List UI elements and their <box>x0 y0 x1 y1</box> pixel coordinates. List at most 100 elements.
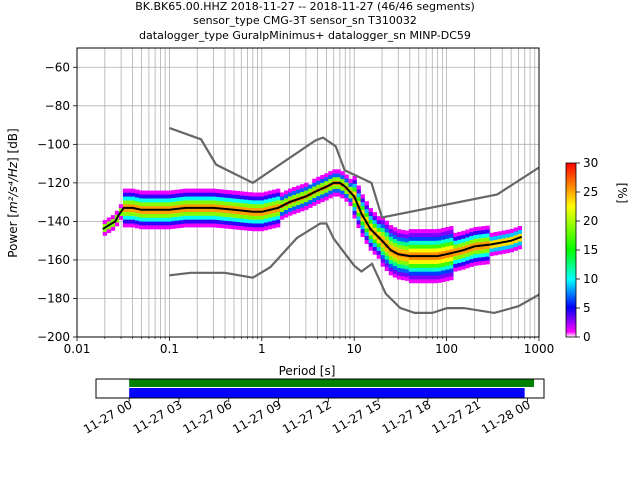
heatmap-cell <box>106 221 112 226</box>
heatmap-cell <box>352 187 357 192</box>
heatmap-cell <box>437 263 442 268</box>
heatmap-cell <box>130 200 136 205</box>
heatmap-cell <box>280 192 285 197</box>
heatmap-cell <box>122 207 128 212</box>
heatmap-cell <box>300 207 305 212</box>
heatmap-cell <box>292 190 297 195</box>
heatmap-cell <box>473 257 478 262</box>
heatmap-cell <box>159 217 164 222</box>
heatmap-cell <box>171 217 176 222</box>
heatmap-cell <box>489 236 494 241</box>
heatmap-cell <box>312 201 317 206</box>
heatmap-cell <box>328 194 333 199</box>
heatmap-cell <box>408 271 414 276</box>
heatmap-cell <box>360 202 365 207</box>
heatmap-cell <box>207 219 212 224</box>
heatmap-cell <box>159 209 164 214</box>
heatmap-cell <box>441 227 446 232</box>
heatmap-cell <box>384 220 390 225</box>
heatmap-cell <box>501 234 506 239</box>
heatmap-cell <box>469 251 474 256</box>
heatmap-cell <box>352 206 357 211</box>
psd-coverage-bar <box>129 388 525 398</box>
heatmap-cell <box>388 236 394 241</box>
y-tick-label: −180 <box>37 291 70 305</box>
heatmap-cell <box>130 219 136 224</box>
heatmap-cell <box>126 188 132 193</box>
heatmap-cell <box>396 244 402 249</box>
heatmap-cell <box>400 233 406 238</box>
heatmap-cell <box>203 207 208 212</box>
heatmap-cell <box>332 184 337 189</box>
heatmap-cell <box>203 204 208 209</box>
heatmap-cell <box>231 217 236 222</box>
heatmap-cell <box>151 221 156 226</box>
heatmap-cell <box>477 249 482 254</box>
heatmap-cell <box>191 223 196 228</box>
heatmap-cell <box>364 205 369 210</box>
heatmap-cell <box>485 225 490 230</box>
heatmap-cell <box>412 263 418 268</box>
heatmap-cell <box>348 182 353 187</box>
heatmap-cell <box>163 209 168 214</box>
heatmap-cell <box>211 204 216 209</box>
heatmap-cell <box>449 233 454 238</box>
heatmap-cell <box>106 229 112 234</box>
heatmap-cell <box>481 233 486 238</box>
heatmap-cell <box>324 177 329 182</box>
heatmap-cell <box>247 226 253 231</box>
heatmap-cell <box>352 191 357 196</box>
heatmap-cell <box>425 229 430 234</box>
heatmap-cell <box>396 236 402 241</box>
heatmap-cell <box>429 244 434 249</box>
heatmap-cell <box>227 194 232 199</box>
heatmap-cell <box>139 217 144 222</box>
heatmap-cell <box>469 232 474 237</box>
heatmap-cell <box>126 192 132 197</box>
heatmap-cell <box>130 204 136 209</box>
heatmap-cell <box>412 279 418 284</box>
heatmap-cell <box>421 279 426 284</box>
heatmap-cell <box>292 206 297 211</box>
heatmap-cell <box>360 217 365 222</box>
heatmap-cell <box>207 196 212 201</box>
heatmap-cell <box>106 225 112 230</box>
heatmap-cell <box>215 223 220 228</box>
heatmap-cell <box>199 204 204 209</box>
heatmap-cell <box>134 189 140 194</box>
heatmap-cell <box>449 253 454 258</box>
heatmap-cell <box>489 240 494 245</box>
coverage-tick-label: 11-28 00 <box>479 397 533 436</box>
heatmap-cell <box>312 186 317 191</box>
heatmap-cell <box>308 203 313 208</box>
heatmap-cell <box>473 261 478 266</box>
heatmap-cell <box>263 222 269 227</box>
heatmap-cell <box>207 188 212 193</box>
heatmap-cell <box>505 241 510 246</box>
x-axis-ticks: 0.01 0.1 1 10 100 1000 <box>64 337 555 356</box>
heatmap-cell <box>122 223 128 228</box>
heatmap-cell <box>412 252 418 257</box>
heatmap-cell <box>271 212 277 217</box>
heatmap-cell <box>312 194 317 199</box>
heatmap-cell <box>122 188 128 193</box>
heatmap-cell <box>388 232 394 237</box>
heatmap-cell <box>191 204 196 209</box>
heatmap-cell <box>416 263 422 268</box>
heatmap-cell <box>199 223 204 228</box>
heatmap-cell <box>239 195 245 200</box>
heatmap-cell <box>400 256 406 261</box>
heatmap-cell <box>449 256 454 261</box>
heatmap-cell <box>449 245 454 250</box>
heatmap-cell <box>227 220 232 226</box>
heatmap-cell <box>376 239 382 244</box>
heatmap-cell <box>412 229 418 234</box>
heatmap-cell <box>421 267 426 272</box>
heatmap-cell <box>316 192 321 197</box>
heatmap-cell <box>392 273 398 278</box>
heatmap-cell <box>433 252 438 257</box>
heatmap-cell <box>388 228 394 233</box>
heatmap-cell <box>243 226 249 231</box>
heatmap-cell <box>187 211 192 216</box>
x-tick-label: 1000 <box>524 342 555 356</box>
